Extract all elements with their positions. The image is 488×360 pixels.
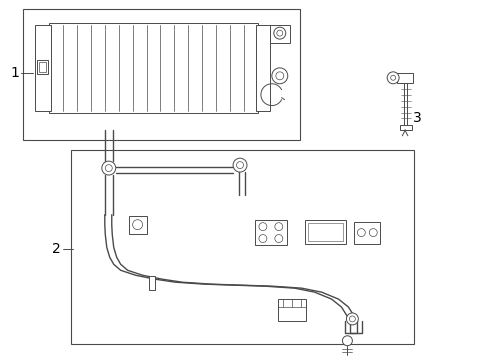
Bar bbox=[269, 25, 289, 43]
Bar bbox=[49, 23, 257, 113]
Circle shape bbox=[271, 68, 287, 84]
Circle shape bbox=[258, 235, 266, 243]
Circle shape bbox=[233, 158, 246, 172]
Bar bbox=[128, 216, 146, 234]
Text: 1: 1 bbox=[10, 66, 19, 80]
Bar bbox=[37, 60, 48, 74]
Bar bbox=[71, 150, 413, 344]
Circle shape bbox=[357, 229, 365, 237]
Circle shape bbox=[346, 313, 358, 325]
Circle shape bbox=[105, 165, 112, 172]
Bar bbox=[35, 25, 51, 111]
Circle shape bbox=[386, 72, 398, 84]
Circle shape bbox=[276, 30, 282, 36]
Circle shape bbox=[390, 75, 395, 80]
Text: 2: 2 bbox=[52, 242, 61, 256]
Circle shape bbox=[102, 161, 116, 175]
Bar bbox=[304, 220, 346, 243]
Circle shape bbox=[132, 220, 142, 230]
Bar bbox=[39, 62, 46, 72]
Bar bbox=[148, 276, 154, 290]
Circle shape bbox=[274, 223, 282, 231]
Bar bbox=[277, 299, 305, 321]
Circle shape bbox=[342, 336, 352, 346]
Circle shape bbox=[349, 316, 355, 322]
Circle shape bbox=[275, 72, 283, 80]
Bar bbox=[254, 220, 286, 246]
Bar bbox=[255, 25, 269, 111]
Circle shape bbox=[368, 229, 376, 237]
Text: 3: 3 bbox=[412, 111, 421, 125]
Circle shape bbox=[258, 223, 266, 231]
Circle shape bbox=[236, 162, 243, 168]
Bar bbox=[354, 222, 380, 243]
Bar bbox=[396, 73, 412, 83]
Bar bbox=[307, 223, 343, 240]
Circle shape bbox=[274, 235, 282, 243]
Circle shape bbox=[273, 27, 285, 39]
Bar bbox=[399, 125, 411, 130]
Bar bbox=[23, 9, 299, 140]
